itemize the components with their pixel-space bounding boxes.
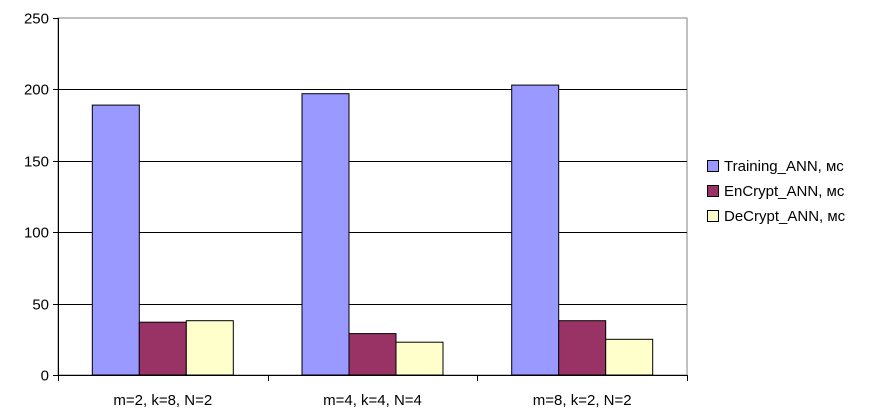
bar bbox=[395, 341, 444, 376]
legend-label: EnCrypt_ANN, мс bbox=[724, 183, 845, 200]
bar bbox=[301, 93, 350, 376]
bar bbox=[605, 338, 654, 376]
bar bbox=[511, 84, 560, 376]
y-tick-label: 50 bbox=[32, 297, 49, 314]
y-tick-label: 250 bbox=[24, 11, 49, 28]
y-tick-label: 150 bbox=[24, 154, 49, 171]
x-tick-label: m=2, k=8, N=2 bbox=[113, 392, 212, 409]
legend-label: DeCrypt_ANN, мс bbox=[724, 208, 846, 225]
gridlines bbox=[57, 17, 688, 376]
bar bbox=[348, 333, 397, 376]
legend-label: Training_ANN, мс bbox=[724, 158, 844, 175]
y-tick-label: 0 bbox=[41, 368, 49, 385]
legend-swatch bbox=[707, 185, 719, 197]
axes bbox=[53, 18, 688, 381]
x-tick-label: m=8, k=2, N=2 bbox=[533, 392, 632, 409]
x-tick-label: m=4, k=4, N=4 bbox=[323, 392, 422, 409]
legend: Training_ANN, мс EnCrypt_ANN, мс DeCrypt_A… bbox=[707, 158, 846, 225]
plot-area bbox=[57, 17, 688, 376]
y-tick-label: 100 bbox=[24, 225, 49, 242]
bar bbox=[91, 104, 140, 376]
legend-swatch bbox=[707, 210, 719, 222]
tick-labels: 0 50 100 150 200 250 m=2, k=8, N=2 m=4, k=4, N=… bbox=[24, 11, 632, 410]
legend-swatch bbox=[707, 160, 719, 172]
bar bbox=[558, 320, 607, 376]
bar bbox=[138, 321, 187, 376]
y-tick-label: 200 bbox=[24, 82, 49, 99]
bar bbox=[185, 320, 234, 376]
